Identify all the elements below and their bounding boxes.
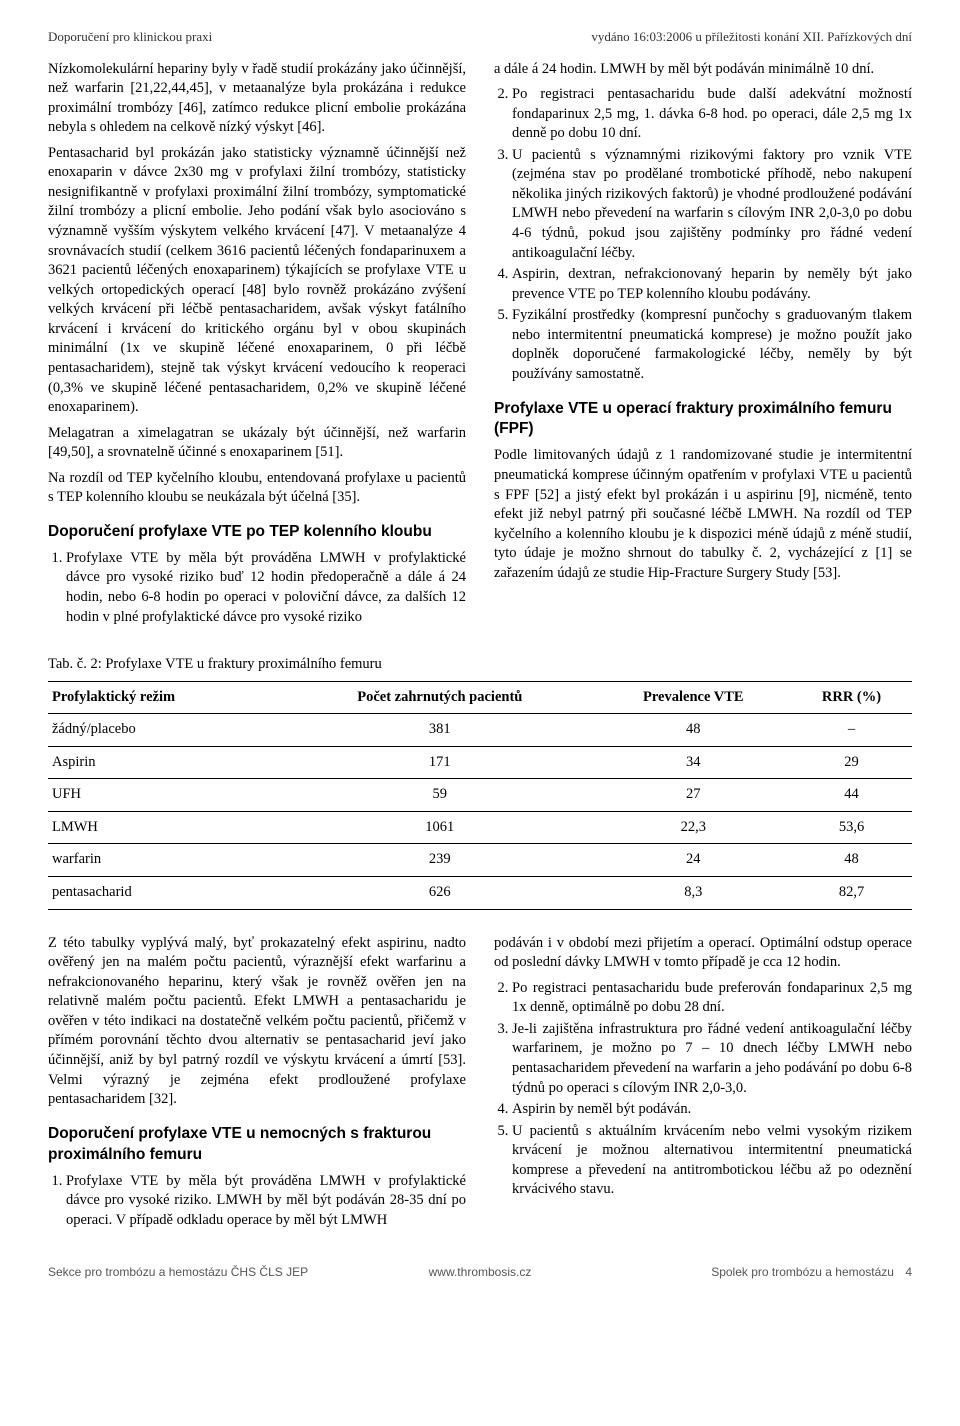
table-header-row: Profylaktický režim Počet zahrnutých pac… [48,681,912,714]
th-rrr: RRR (%) [791,681,912,714]
table-cell: 171 [284,746,596,779]
header-left: Doporučení pro klinickou praxi [48,28,212,46]
table-cell: LMWH [48,811,284,844]
table-row: UFH592744 [48,779,912,812]
table-row: LMWH106122,353,6 [48,811,912,844]
footer-right-text: Spolek pro trombózu a hemostázu [711,1265,894,1279]
table-cell: warfarin [48,844,284,877]
heading-femur: Doporučení profylaxe VTE u nemocných s f… [48,1124,466,1166]
table-cell: 48 [791,844,912,877]
vte-table: Profylaktický režim Počet zahrnutých pac… [48,681,912,910]
table-cell: 381 [284,714,596,747]
page-footer: Sekce pro trombózu a hemostázu ČHS ČLS J… [48,1264,912,1280]
table-cell: 59 [284,779,596,812]
table-cell: 34 [596,746,791,779]
femur-item-1: Profylaxe VTE by měla být prováděna LMWH… [66,1172,466,1231]
footer-left: Sekce pro trombózu a hemostázu ČHS ČLS J… [48,1264,336,1280]
lower-columns: Z této tabulky vyplývá malý, byť prokaza… [48,934,912,1237]
heading-fpf: Profylaxe VTE u operací fraktury proximá… [494,399,912,441]
table-cell: 8,3 [596,877,791,910]
table-cell: Aspirin [48,746,284,779]
knee-item-4: Aspirin, dextran, nefrakcionovaný hepari… [512,265,912,304]
femur-item-3: Je-li zajištěna infrastruktura pro řádné… [512,1020,912,1098]
page-number: 4 [905,1265,912,1279]
table-cell: UFH [48,779,284,812]
header-right: vydáno 16:03:2006 u příležitosti konání … [591,28,912,46]
table-cell: 53,6 [791,811,912,844]
knee-item-3: U pacientů s významnými rizikovými fakto… [512,146,912,263]
heading-knee: Doporučení profylaxe VTE po TEP kolenníh… [48,522,466,543]
knee-item-1-cont: a dále á 24 hodin. LMWH by měl být podáv… [494,60,912,80]
upper-left-column: Nízkomolekulární hepariny byly v řadě st… [48,60,466,634]
table-cell: 1061 [284,811,596,844]
table-row: Aspirin1713429 [48,746,912,779]
table-cell: – [791,714,912,747]
table-row: warfarin2392448 [48,844,912,877]
table-row: žádný/placebo38148– [48,714,912,747]
table-cell: 48 [596,714,791,747]
femur-item-1-cont: podáván i v období mezi přijetím a opera… [494,934,912,973]
table-cell: 24 [596,844,791,877]
femur-item-4: Aspirin by neměl být podáván. [512,1100,912,1120]
table-cell: žádný/placebo [48,714,284,747]
table-cell: 22,3 [596,811,791,844]
footer-center: www.thrombosis.cz [336,1264,624,1280]
knee-item-1: Profylaxe VTE by měla být prováděna LMWH… [66,549,466,627]
table-cell: 82,7 [791,877,912,910]
table-caption: Tab. č. 2: Profylaxe VTE u fraktury prox… [48,655,912,675]
femur-item-5: U pacientů s aktuálním krvácením nebo ve… [512,1122,912,1200]
table-cell: 27 [596,779,791,812]
femur-item-2: Po registraci pentasacharidu bude prefer… [512,979,912,1018]
upper-columns: Nízkomolekulární hepariny byly v řadě st… [48,60,912,634]
th-regime: Profylaktický režim [48,681,284,714]
fpf-para: Podle limitovaných údajů z 1 randomizova… [494,446,912,583]
lower-left-column: Z této tabulky vyplývá malý, byť prokaza… [48,934,466,1237]
table-cell: 239 [284,844,596,877]
intro-para-3: Melagatran a ximelagatran se ukázaly být… [48,424,466,463]
table-cell: 29 [791,746,912,779]
table-cell: 626 [284,877,596,910]
intro-para-2: Pentasacharid byl prokázán jako statisti… [48,144,466,418]
table-cell: 44 [791,779,912,812]
th-patients: Počet zahrnutých pacientů [284,681,596,714]
summary-para: Z této tabulky vyplývá malý, byť prokaza… [48,934,466,1110]
table-row: pentasacharid6268,382,7 [48,877,912,910]
lower-right-column: podáván i v období mezi přijetím a opera… [494,934,912,1237]
intro-para-4: Na rozdíl od TEP kyčelního kloubu, enten… [48,469,466,508]
upper-right-column: a dále á 24 hodin. LMWH by měl být podáv… [494,60,912,634]
intro-para-1: Nízkomolekulární hepariny byly v řadě st… [48,60,466,138]
knee-item-5: Fyzikální prostředky (kompresní punčochy… [512,306,912,384]
th-prevalence: Prevalence VTE [596,681,791,714]
page-header: Doporučení pro klinickou praxi vydáno 16… [48,28,912,46]
knee-item-2: Po registraci pentasacharidu bude další … [512,85,912,144]
footer-right: Spolek pro trombózu a hemostázu 4 [624,1264,912,1280]
table-cell: pentasacharid [48,877,284,910]
